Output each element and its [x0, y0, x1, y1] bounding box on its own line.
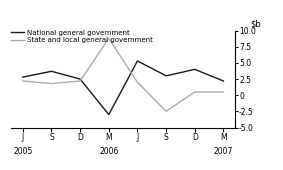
Text: 2006: 2006: [99, 147, 119, 156]
Text: 2007: 2007: [214, 147, 233, 156]
National general government: [164, 75, 168, 77]
State and local general government: [222, 91, 225, 93]
State and local general government: [136, 81, 139, 83]
Text: 2005: 2005: [13, 147, 33, 156]
National general government: [222, 80, 225, 82]
National general government: [193, 68, 196, 70]
Line: National general government: National general government: [23, 61, 223, 115]
State and local general government: [78, 80, 82, 82]
State and local general government: [193, 91, 196, 93]
Line: State and local general government: State and local general government: [23, 38, 223, 111]
State and local general government: [107, 37, 110, 39]
National general government: [78, 78, 82, 80]
Legend: National general government, State and local general government: National general government, State and l…: [11, 30, 153, 43]
National general government: [21, 76, 25, 78]
State and local general government: [21, 80, 25, 82]
National general government: [50, 70, 53, 72]
Text: $b: $b: [250, 20, 261, 29]
State and local general government: [50, 83, 53, 85]
State and local general government: [164, 110, 168, 112]
National general government: [136, 60, 139, 62]
National general government: [107, 114, 110, 116]
